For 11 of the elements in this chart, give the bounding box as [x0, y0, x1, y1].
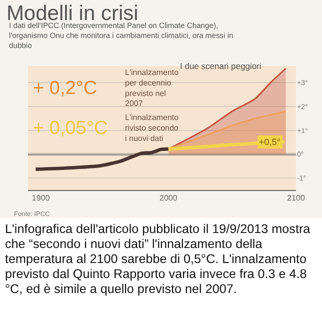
annotation: +0,5°	[259, 137, 281, 147]
x-tick-label: 1900	[32, 194, 50, 203]
line-series	[34, 147, 170, 171]
annotation: L'innalzamento rivisto secondo i nuovi dati	[125, 113, 180, 143]
annotation: + 0,05°C	[33, 118, 108, 139]
text: L'infografica dell'articolo pubblicato il 19/9/2013 mostra che “secondo i nuovi dati” l'innalzamento della temperatura al 2100 sarebbe di 0,5°C. L'innalzamento previsto dal Quinto Rapporto varia invece fra 0.3 e 4.8 °C, ed è simile a quello previsto nel 2007.	[4, 221, 312, 297]
annotation: + 0,2°C	[33, 78, 98, 99]
x-tick-label: 2000	[159, 194, 178, 203]
annotation: L'innalzamento per decennio previsto nel 2007	[125, 68, 180, 108]
x-tick-label: 2100	[287, 194, 306, 203]
annotation: I due scenari peggiori	[180, 61, 262, 71]
